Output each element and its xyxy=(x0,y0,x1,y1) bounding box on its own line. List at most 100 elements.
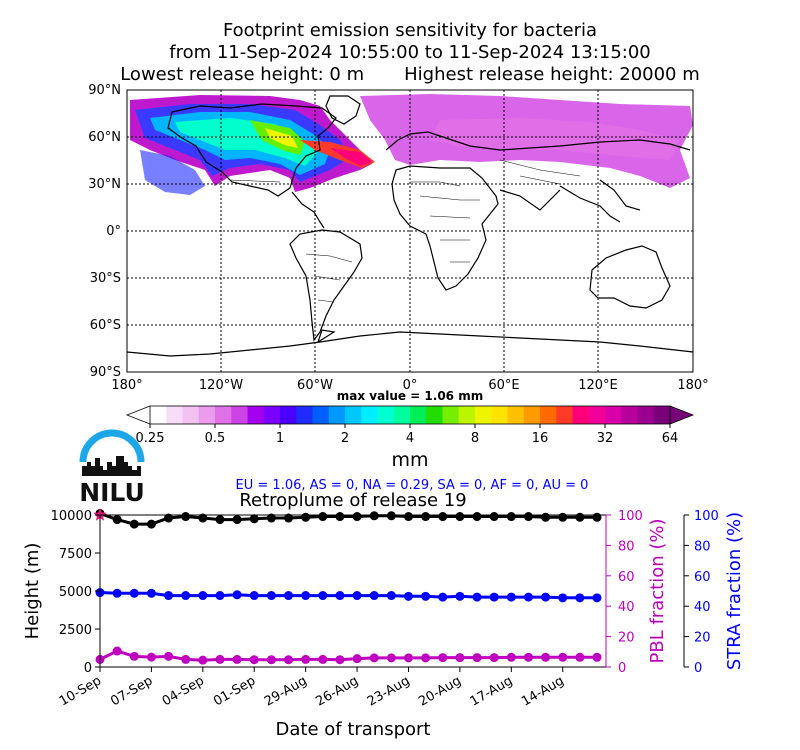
series-point xyxy=(129,588,139,598)
series-point xyxy=(455,512,465,522)
logo-text: NILU xyxy=(79,478,145,507)
colorbar-tick-label: 0.25 xyxy=(136,431,165,446)
colorbar-tick-label: 4 xyxy=(406,431,414,446)
series-point xyxy=(523,512,533,522)
y-tick-label: 7500 xyxy=(59,547,92,562)
series-point xyxy=(575,593,585,603)
retroplume-title: Retroplume of release 19 xyxy=(239,490,466,511)
logo-skyline xyxy=(82,456,141,476)
plot-frame xyxy=(99,514,607,668)
lon-label: 120°E xyxy=(578,378,618,393)
plot-series xyxy=(93,508,602,665)
colorbar-cell xyxy=(458,406,476,424)
stra-tick-label: 60 xyxy=(694,570,711,585)
colorbar-cell xyxy=(556,406,573,424)
series-point xyxy=(266,513,276,523)
colorbar-cell xyxy=(182,406,200,424)
series-point xyxy=(438,512,448,522)
lat-label: 90°N xyxy=(88,83,121,98)
series-point xyxy=(558,593,568,603)
series-point xyxy=(489,592,499,602)
colorbar-cell xyxy=(361,406,378,424)
series-point xyxy=(215,654,225,664)
x-tick-label: 17-Aug xyxy=(468,673,516,709)
retroplume-chart: Retroplume of release 19 0 2500 5000 7500 10… xyxy=(22,490,745,740)
x-tick-label: 23-Aug xyxy=(365,673,413,709)
nilu-logo: NILU xyxy=(79,429,145,507)
series-point xyxy=(575,652,585,662)
series-point xyxy=(352,654,362,664)
lat-label: 0° xyxy=(106,224,121,239)
colorbar-cell xyxy=(166,406,183,424)
series-point xyxy=(249,655,259,665)
series-point xyxy=(421,591,431,601)
series-point xyxy=(472,592,482,602)
series-point xyxy=(198,591,208,601)
pbl-tick-label: 100 xyxy=(618,509,643,524)
x-tick-label: 07-Sep xyxy=(108,673,155,709)
pbl-axis-label: PBL fraction (%) xyxy=(647,519,668,664)
colorbar-cell xyxy=(328,406,346,424)
lowest-release-height: Lowest release height: 0 m xyxy=(120,64,365,85)
series-point xyxy=(403,653,413,663)
lon-label: 60°W xyxy=(297,378,333,393)
series-point xyxy=(592,652,602,662)
series-point xyxy=(146,652,156,662)
series-point xyxy=(232,515,242,525)
series-point xyxy=(472,512,482,522)
x-tick-label: 29-Aug xyxy=(262,673,310,709)
series-point xyxy=(181,591,191,601)
colorbar: 0.25 0.5 1 2 4 8 16 32 64 mm xyxy=(125,405,695,471)
series-point xyxy=(112,646,122,656)
colorbar-tick-label: 16 xyxy=(532,431,549,446)
lat-label: 30°S xyxy=(90,271,121,286)
coastlines xyxy=(126,95,694,357)
series-point xyxy=(266,591,276,601)
series-point xyxy=(112,588,122,598)
lon-label: 60°E xyxy=(488,378,519,393)
colorbar-ticks: 0.25 0.5 1 2 4 8 16 32 64 xyxy=(136,424,678,446)
series-point xyxy=(438,653,448,663)
colorbar-cells xyxy=(150,406,671,424)
series-point xyxy=(181,512,191,522)
series-point xyxy=(523,592,533,602)
region-summary: EU = 1.06, AS = 0, NA = 0.29, SA = 0, AF… xyxy=(236,478,589,493)
series-point xyxy=(352,512,362,522)
x-tick-label: 10-Sep xyxy=(57,673,104,709)
series-point xyxy=(318,512,328,522)
series-point xyxy=(318,591,328,601)
x-tick-label: 14-Aug xyxy=(519,673,567,709)
stra-tick-label: 80 xyxy=(694,539,711,554)
series-point xyxy=(198,513,208,523)
y-tick-label: 2500 xyxy=(59,623,92,638)
series-point xyxy=(164,651,174,661)
colorbar-extend-max xyxy=(669,405,695,425)
y-tick-label: 5000 xyxy=(59,585,92,600)
series-point xyxy=(386,591,396,601)
series-point xyxy=(198,655,208,665)
series-point xyxy=(301,654,311,664)
colorbar-cell xyxy=(491,406,508,424)
series-point xyxy=(266,655,276,665)
series-point xyxy=(335,512,345,522)
x-tick-label: 26-Aug xyxy=(313,673,361,709)
x-axis: 10-Sep 07-Sep 04-Sep 01-Sep 29-Aug 26-Aug 23-A… xyxy=(57,667,567,710)
series-point xyxy=(301,512,311,522)
colorbar-cell xyxy=(198,406,216,424)
series-point xyxy=(369,653,379,663)
series-point xyxy=(164,513,174,523)
pbl-tick-label: 80 xyxy=(618,539,635,554)
colorbar-cell xyxy=(653,406,671,424)
lon-label: 180° xyxy=(677,378,708,393)
series-point xyxy=(455,653,465,663)
max-value-label: max value = 1.06 mm xyxy=(337,389,483,403)
colorbar-cell xyxy=(507,406,525,424)
colorbar-tick-label: 8 xyxy=(471,431,479,446)
colorbar-cell xyxy=(621,406,638,424)
colorbar-cell xyxy=(280,406,297,424)
series-point xyxy=(232,590,242,600)
series-point xyxy=(129,651,139,661)
stra-axis: 0 20 40 60 80 100 xyxy=(683,509,719,676)
series-point xyxy=(284,655,294,665)
